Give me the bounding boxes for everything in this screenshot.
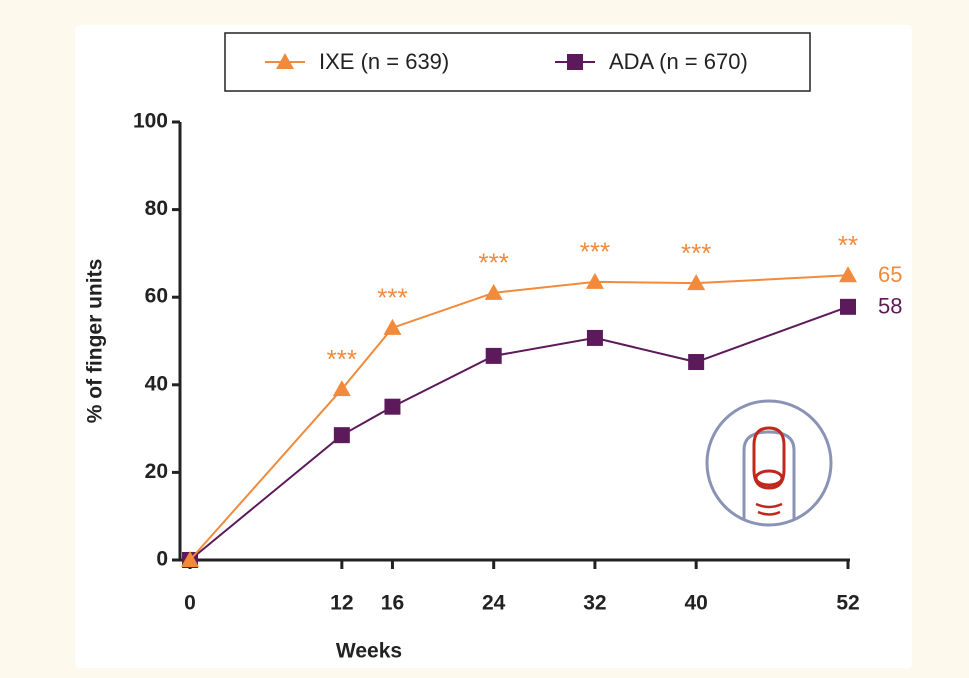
marker	[840, 298, 856, 315]
x-tick-label: 12	[330, 592, 353, 615]
marker	[384, 398, 401, 415]
significance: ***	[479, 248, 509, 278]
legend-label: IXE (n = 639)	[319, 49, 449, 74]
y-tick-label: 100	[133, 110, 168, 133]
marker	[688, 354, 705, 371]
marker	[383, 318, 402, 335]
significance: **	[838, 230, 858, 260]
x-tick-label: 24	[482, 592, 506, 615]
x-tick-label: 0	[184, 592, 196, 615]
finger-icon	[705, 399, 833, 527]
marker	[332, 380, 351, 397]
legend-marker	[567, 54, 583, 70]
marker	[586, 329, 603, 346]
legend-marker	[276, 53, 294, 69]
significance: ***	[327, 344, 357, 374]
significance: ***	[580, 237, 610, 267]
y-tick-label: 0	[156, 548, 168, 571]
card	[75, 25, 912, 668]
x-tick-label: 16	[381, 592, 404, 615]
marker	[484, 283, 503, 300]
marker	[585, 272, 604, 289]
marker	[839, 266, 857, 283]
marker	[687, 274, 706, 291]
x-tick-label: 32	[583, 592, 606, 615]
x-tick-label: 40	[684, 592, 707, 615]
y-tick-label: 40	[145, 372, 168, 395]
x-tick-label: 52	[836, 592, 859, 615]
significance: ***	[681, 238, 711, 268]
y-tick-label: 80	[145, 197, 168, 220]
y-axis-label: % of finger units	[84, 259, 107, 424]
marker	[181, 551, 199, 567]
legend-box	[224, 32, 811, 92]
y-tick-label: 60	[145, 285, 168, 308]
marker	[333, 427, 350, 444]
x-axis-label: Weeks	[336, 640, 402, 663]
significance: ***	[377, 283, 407, 313]
legend-label: ADA (n = 670)	[609, 49, 748, 74]
marker	[485, 347, 502, 364]
end-label: 58	[878, 294, 902, 319]
end-label: 65	[878, 262, 902, 287]
y-tick-label: 20	[145, 460, 168, 483]
